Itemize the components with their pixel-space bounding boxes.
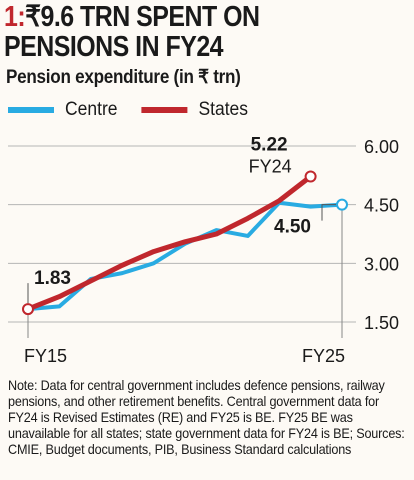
legend: Centre States <box>8 98 272 122</box>
x-tick-label-start: FY15 <box>24 346 67 366</box>
y-tick-label-2: 3.00 <box>364 254 399 274</box>
chart-subtitle: Pension expenditure (in ₹ trn) <box>6 67 241 88</box>
series-line-states <box>25 174 314 312</box>
states-end-marker <box>304 170 317 183</box>
headline-line-1: ₹9.6 TRN SPENT ON <box>25 1 260 33</box>
legend-label-centre: Centre <box>65 99 118 120</box>
centre-end-leader <box>321 204 336 221</box>
y-tick-label-1: 4.50 <box>364 196 399 216</box>
footnote: Note: Data for central government includ… <box>8 378 405 457</box>
start-marker <box>22 303 34 316</box>
x-tick-label-end: FY25 <box>302 346 345 366</box>
headline-line-2: PENSIONS IN FY24 <box>4 31 224 63</box>
start-value-label: 1.83 <box>34 268 71 289</box>
legend-swatch-states <box>141 107 188 113</box>
legend-item-states: States <box>141 99 248 121</box>
legend-label-states: States <box>198 99 249 120</box>
centre-end-value-label: 4.50 <box>274 217 311 238</box>
legend-swatch-centre <box>8 107 54 113</box>
centre-end-marker <box>336 198 348 211</box>
headline-number: 1: <box>4 1 26 33</box>
headline: 1:₹9.6 TRN SPENT ON PENSIONS IN FY24 <box>4 2 353 62</box>
states-end-period-label: FY24 <box>249 157 292 177</box>
states-end-value-label: 5.22 <box>251 135 288 156</box>
legend-item-centre: Centre <box>8 99 118 121</box>
y-tick-label-0: 6.00 <box>364 137 399 157</box>
y-tick-label-3: 1.50 <box>364 313 399 333</box>
